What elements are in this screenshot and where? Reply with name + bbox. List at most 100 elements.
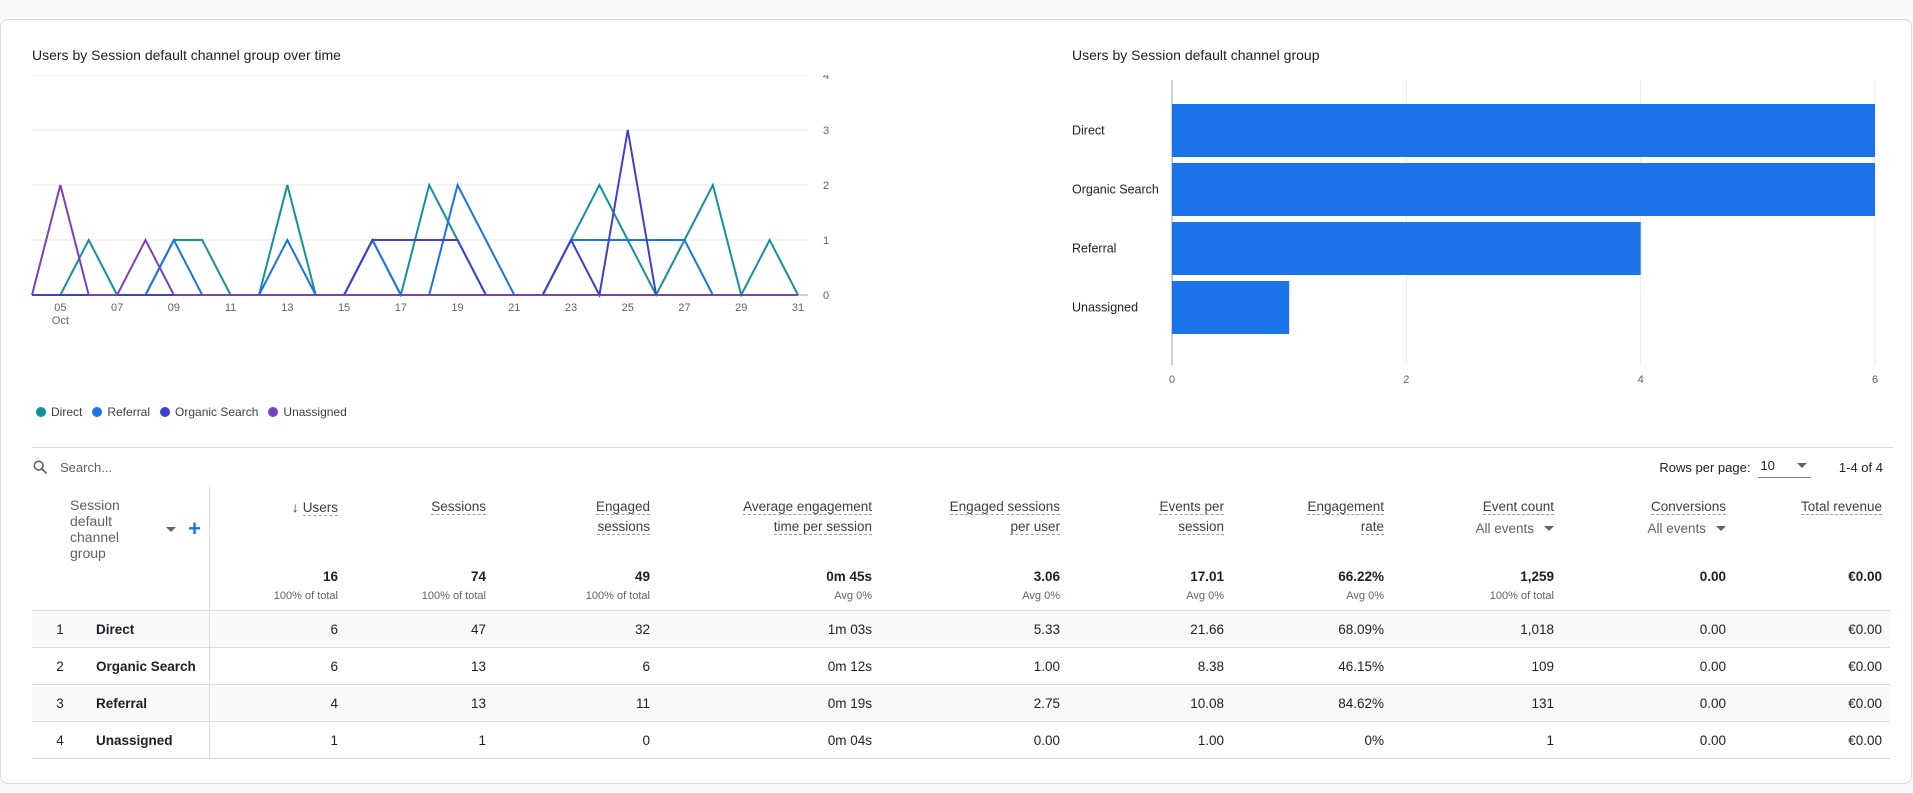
total-value: 3.06 bbox=[1033, 569, 1060, 584]
row-metric-cell: 46.15% bbox=[1232, 647, 1392, 685]
total-sub: 100% of total bbox=[421, 590, 486, 602]
column-header-conversions[interactable]: Conversions All events bbox=[1562, 487, 1734, 561]
total-cell: 1,259 100% of total bbox=[1392, 561, 1562, 611]
table-row[interactable]: 4 Unassigned 1 1 0 0m 04s 0.00 1.00 0% 1 0.00 €0.00 bbox=[32, 721, 1890, 759]
row-metric-cell: 1 bbox=[209, 721, 346, 759]
row-metric-cell: 6 bbox=[209, 610, 346, 648]
row-metric-cell: 84.62% bbox=[1232, 684, 1392, 722]
x-tick-label: 25 bbox=[622, 302, 634, 314]
legend-item-organic-search[interactable]: Organic Search bbox=[160, 405, 258, 419]
total-sub: Avg 0% bbox=[1022, 590, 1060, 602]
x-tick-label: 13 bbox=[281, 302, 293, 314]
rows-per-page-label: Rows per page: bbox=[1659, 459, 1751, 475]
rows-per-page-select[interactable]: 10 bbox=[1758, 457, 1811, 478]
legend-label: Referral bbox=[107, 405, 151, 419]
rows-per-page-value: 10 bbox=[1760, 458, 1775, 473]
x-tick-label: 07 bbox=[111, 302, 123, 314]
column-header-total-revenue[interactable]: Total revenue bbox=[1734, 487, 1890, 561]
bar-direct[interactable] bbox=[1172, 104, 1875, 157]
column-header-event-count[interactable]: Event count All events bbox=[1392, 487, 1562, 561]
event-filter-select[interactable]: All events bbox=[1400, 521, 1554, 536]
bar-x-tick-label: 4 bbox=[1638, 374, 1644, 386]
row-metric-cell: 0.00 bbox=[880, 721, 1068, 759]
row-dimension-value[interactable]: Direct bbox=[88, 610, 210, 648]
row-metric-cell: 109 bbox=[1392, 647, 1562, 685]
total-cell: 49 100% of total bbox=[494, 561, 658, 611]
chevron-down-icon bbox=[1716, 526, 1726, 531]
bar-unassigned[interactable] bbox=[1172, 281, 1290, 334]
row-dimension-value[interactable]: Organic Search bbox=[88, 647, 210, 685]
data-table: Session default channel group + ↓ Users Se… bbox=[32, 487, 1890, 759]
column-header-label: Average engagement bbox=[743, 499, 872, 515]
column-header-engaged[interactable]: Engaged sessions bbox=[494, 487, 658, 561]
row-dimension-value[interactable]: Referral bbox=[88, 684, 210, 722]
row-metric-cell: 0.00 bbox=[1562, 684, 1734, 722]
total-sub: Avg 0% bbox=[834, 590, 872, 602]
row-metric-cell: 13 bbox=[346, 684, 494, 722]
row-metric-cell: 6 bbox=[209, 647, 346, 685]
bar-organic-search[interactable] bbox=[1172, 163, 1875, 216]
column-header-label: Engagement bbox=[1307, 499, 1384, 515]
total-value: 49 bbox=[634, 569, 650, 584]
row-dimension-value[interactable]: Unassigned bbox=[88, 721, 210, 759]
column-header-label: Engaged sessions bbox=[949, 499, 1060, 515]
event-filter-select[interactable]: All events bbox=[1570, 521, 1726, 536]
column-header-label: Engaged bbox=[595, 499, 650, 515]
add-dimension-plus-icon[interactable]: + bbox=[188, 516, 201, 541]
total-cell: €0.00 bbox=[1734, 561, 1890, 611]
x-tick-label: 17 bbox=[395, 302, 407, 314]
search-bar bbox=[32, 452, 632, 482]
pagination: Rows per page: 10 1-4 of 4 bbox=[1659, 452, 1883, 482]
column-header-engaged-sessions[interactable]: Engaged sessions per user bbox=[880, 487, 1068, 561]
legend-dot bbox=[160, 407, 171, 417]
total-cell: 0m 45s Avg 0% bbox=[658, 561, 880, 611]
bar-category-label: Direct bbox=[1072, 124, 1105, 138]
column-header-events-per[interactable]: Events per session bbox=[1068, 487, 1232, 561]
row-metric-cell: 1,018 bbox=[1392, 610, 1562, 648]
row-metric-cell: 2.75 bbox=[880, 684, 1068, 722]
row-metric-cell: €0.00 bbox=[1734, 647, 1890, 685]
total-sub: 100% of total bbox=[273, 590, 338, 602]
column-header-users[interactable]: ↓ Users bbox=[210, 487, 347, 561]
table-row[interactable]: 2 Organic Search 6 13 6 0m 12s 1.00 8.38 46.15% 1… bbox=[32, 647, 1890, 685]
column-header-engagement[interactable]: Engagement rate bbox=[1232, 487, 1392, 561]
bar-referral[interactable] bbox=[1172, 222, 1641, 275]
row-metric-cell: 0.00 bbox=[1562, 610, 1734, 648]
x-tick-label: 27 bbox=[678, 302, 690, 314]
totals-blank bbox=[32, 561, 210, 611]
x-tick-label: 05 bbox=[54, 302, 66, 314]
row-metric-cell: 0.00 bbox=[1562, 721, 1734, 759]
column-header-average-engagement[interactable]: Average engagement time per session bbox=[658, 487, 880, 561]
x-tick-label: 31 bbox=[792, 302, 804, 314]
column-header-sessions[interactable]: Sessions bbox=[346, 487, 494, 561]
total-cell: 17.01 Avg 0% bbox=[1068, 561, 1232, 611]
table-row[interactable]: 3 Referral 4 13 11 0m 19s 2.75 10.08 84.62% 131 0.… bbox=[32, 684, 1890, 722]
row-metric-cell: 32 bbox=[494, 610, 658, 648]
bar-x-tick-label: 0 bbox=[1169, 374, 1175, 386]
event-filter-value: All events bbox=[1647, 521, 1706, 536]
total-value: 16 bbox=[322, 569, 338, 584]
total-value: 17.01 bbox=[1190, 569, 1224, 584]
legend-item-unassigned[interactable]: Unassigned bbox=[268, 405, 347, 419]
row-metric-cell: 13 bbox=[346, 647, 494, 685]
row-index: 1 bbox=[32, 610, 88, 648]
y-tick-label: 0 bbox=[823, 290, 829, 302]
x-tick-label: 21 bbox=[508, 302, 520, 314]
sort-arrow-down-icon[interactable]: ↓ bbox=[291, 499, 299, 515]
column-header-label: Total revenue bbox=[1800, 499, 1882, 515]
table-row[interactable]: 1 Direct 6 47 32 1m 03s 5.33 21.66 68.09% 1,018 0.… bbox=[32, 610, 1890, 648]
search-input[interactable] bbox=[58, 458, 462, 476]
dimension-dropdown-icon[interactable] bbox=[166, 526, 177, 532]
x-tick-label: 09 bbox=[168, 302, 180, 314]
dimension-header: Session default channel group + bbox=[32, 487, 210, 561]
row-index: 2 bbox=[32, 647, 88, 685]
dimension-header-label[interactable]: Session default channel group bbox=[70, 497, 120, 561]
total-sub: 100% of total bbox=[1489, 590, 1554, 602]
legend-item-direct[interactable]: Direct bbox=[36, 405, 82, 419]
legend-item-referral[interactable]: Referral bbox=[92, 405, 150, 419]
column-header-label: Conversions bbox=[1650, 499, 1726, 515]
legend-label: Unassigned bbox=[283, 405, 347, 419]
column-header-label: Users bbox=[302, 500, 338, 516]
bar-category-label: Organic Search bbox=[1072, 183, 1159, 197]
